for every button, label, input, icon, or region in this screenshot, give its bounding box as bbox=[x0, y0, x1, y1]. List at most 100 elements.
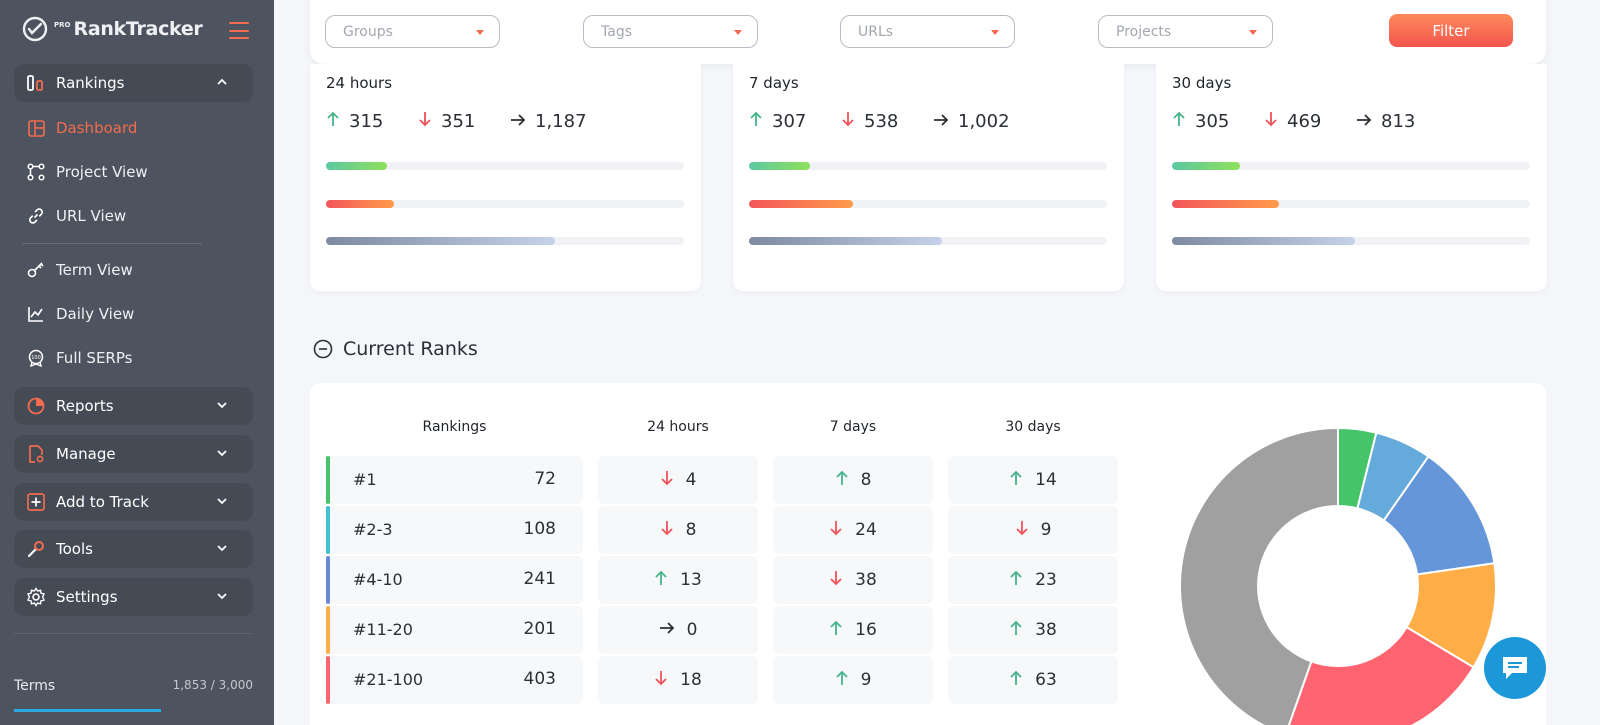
nav-group-manage[interactable]: Manage bbox=[14, 435, 253, 473]
line-chart-icon bbox=[26, 304, 46, 324]
sidebar-divider bbox=[22, 243, 202, 244]
rank-color-bar bbox=[326, 606, 330, 654]
arrow-up-icon bbox=[1009, 670, 1023, 691]
arrow-down-icon bbox=[654, 670, 668, 691]
projects-select[interactable]: Projects bbox=[1098, 15, 1273, 48]
sidebar-item-url-view[interactable]: URL View bbox=[26, 203, 126, 229]
sidebar: PRO RankTracker Rankings Dashboard Proje… bbox=[0, 0, 274, 725]
rank-label: #2-3 bbox=[353, 520, 393, 539]
stat-same-value: 1,187 bbox=[535, 111, 587, 132]
same-progress-track bbox=[749, 237, 1107, 245]
arrow-up-icon bbox=[835, 470, 849, 491]
rank-label: #11-20 bbox=[353, 620, 413, 639]
sidebar-item-label: URL View bbox=[56, 207, 127, 225]
rank-change-value: 18 bbox=[680, 670, 702, 690]
rank-count: 201 bbox=[523, 619, 556, 639]
sidebar-divider bbox=[14, 633, 253, 634]
rank-label: #4-10 bbox=[353, 570, 403, 589]
filter-button[interactable]: Filter bbox=[1389, 14, 1513, 47]
urls-select[interactable]: URLs bbox=[840, 15, 1015, 48]
tags-select-placeholder: Tags bbox=[601, 23, 632, 40]
column-header-24h: 24 hours bbox=[647, 419, 709, 435]
rank-row: #1 72 bbox=[326, 456, 583, 504]
chat-button[interactable] bbox=[1484, 637, 1546, 699]
pie-chart-icon bbox=[26, 396, 46, 416]
groups-select-placeholder: Groups bbox=[343, 23, 393, 40]
chevron-down-icon bbox=[217, 498, 227, 505]
rank-row: #2-3 108 bbox=[326, 506, 583, 554]
projects-select-placeholder: Projects bbox=[1116, 23, 1172, 40]
sidebar-item-dashboard[interactable]: Dashboard bbox=[26, 115, 137, 141]
arrow-right-icon bbox=[510, 111, 526, 132]
arrow-down-icon bbox=[829, 570, 843, 591]
chevron-down-icon bbox=[217, 402, 227, 409]
arrow-up-icon bbox=[326, 111, 340, 132]
stat-same: 1,002 bbox=[933, 111, 1010, 132]
badge-100-icon: 100 bbox=[26, 348, 46, 368]
sidebar-item-full-serps[interactable]: 100 Full SERPs bbox=[26, 345, 132, 371]
rank-color-bar bbox=[326, 506, 330, 554]
chevron-up-icon bbox=[217, 78, 227, 85]
caret-down-icon bbox=[991, 30, 999, 35]
project-tree-icon bbox=[26, 162, 46, 182]
up-progress-track bbox=[749, 162, 1107, 170]
same-progress-track bbox=[326, 237, 684, 245]
stat-down-value: 469 bbox=[1287, 111, 1322, 132]
rank-label: #21-100 bbox=[353, 670, 424, 689]
stat-up: 307 bbox=[749, 111, 806, 132]
nav-group-tools[interactable]: Tools bbox=[14, 530, 253, 568]
stat-down-value: 351 bbox=[441, 111, 476, 132]
menu-toggle-icon[interactable] bbox=[229, 22, 249, 39]
rank-change-cell: 23 bbox=[948, 556, 1118, 604]
current-ranks-toggle[interactable]: Current Ranks bbox=[313, 338, 478, 360]
stat-same: 813 bbox=[1356, 111, 1415, 132]
groups-select[interactable]: Groups bbox=[325, 15, 500, 48]
sidebar-item-term-view[interactable]: Term View bbox=[26, 257, 133, 283]
brand-prefix: PRO bbox=[54, 21, 71, 29]
brand-name: RankTracker bbox=[73, 18, 203, 40]
chat-bubble-icon bbox=[1503, 657, 1527, 679]
up-progress-track bbox=[1172, 162, 1530, 170]
rank-change-value: 4 bbox=[685, 470, 697, 490]
rank-change-value: 8 bbox=[860, 470, 872, 490]
donut-slice-5[interactable] bbox=[1180, 428, 1339, 725]
filter-bar: Groups Tags URLs Projects Filter bbox=[310, 0, 1546, 64]
down-progress-track bbox=[1172, 200, 1530, 208]
nav-group-settings[interactable]: Settings bbox=[14, 578, 253, 616]
rank-change-value: 24 bbox=[855, 520, 877, 540]
arrow-down-icon bbox=[1015, 520, 1029, 541]
rank-count: 241 bbox=[523, 569, 556, 589]
nav-group-reports[interactable]: Reports bbox=[14, 387, 253, 425]
sidebar-item-label: Dashboard bbox=[56, 119, 138, 137]
arrow-right-icon bbox=[1356, 111, 1372, 132]
rank-change-value: 9 bbox=[1040, 520, 1052, 540]
arrow-down-icon bbox=[660, 520, 674, 541]
rank-change-cell: 8 bbox=[598, 506, 758, 554]
same-progress-fill bbox=[1172, 237, 1355, 245]
collapse-minus-icon bbox=[313, 339, 333, 359]
key-icon bbox=[26, 260, 46, 280]
rank-change-value: 14 bbox=[1035, 470, 1057, 490]
sidebar-item-project-view[interactable]: Project View bbox=[26, 159, 148, 185]
rank-change-value: 13 bbox=[680, 570, 702, 590]
rankings-icon bbox=[26, 73, 46, 93]
nav-group-rankings[interactable]: Rankings bbox=[14, 64, 253, 102]
brand-logo[interactable]: PRO RankTracker bbox=[22, 16, 203, 42]
donut-slice-4[interactable] bbox=[1285, 625, 1475, 725]
sidebar-item-label: Project View bbox=[56, 163, 148, 181]
stat-same-value: 1,002 bbox=[958, 111, 1010, 132]
arrow-up-icon bbox=[1009, 620, 1023, 641]
rank-change-cell: 9 bbox=[773, 656, 933, 704]
stat-down-value: 538 bbox=[864, 111, 899, 132]
current-ranks-card: Rankings 24 hours 7 days 30 days #1 72 4 8 1… bbox=[310, 383, 1546, 725]
terms-label: Terms bbox=[14, 678, 56, 694]
manage-file-icon bbox=[26, 444, 46, 464]
same-progress-track bbox=[1172, 237, 1530, 245]
nav-group-label: Tools bbox=[56, 540, 93, 558]
tags-select[interactable]: Tags bbox=[583, 15, 758, 48]
nav-group-add-to-track[interactable]: Add to Track bbox=[14, 483, 253, 521]
chevron-down-icon bbox=[217, 593, 227, 600]
rank-change-cell: 38 bbox=[948, 606, 1118, 654]
stat-same: 1,187 bbox=[510, 111, 587, 132]
sidebar-item-daily-view[interactable]: Daily View bbox=[26, 301, 134, 327]
